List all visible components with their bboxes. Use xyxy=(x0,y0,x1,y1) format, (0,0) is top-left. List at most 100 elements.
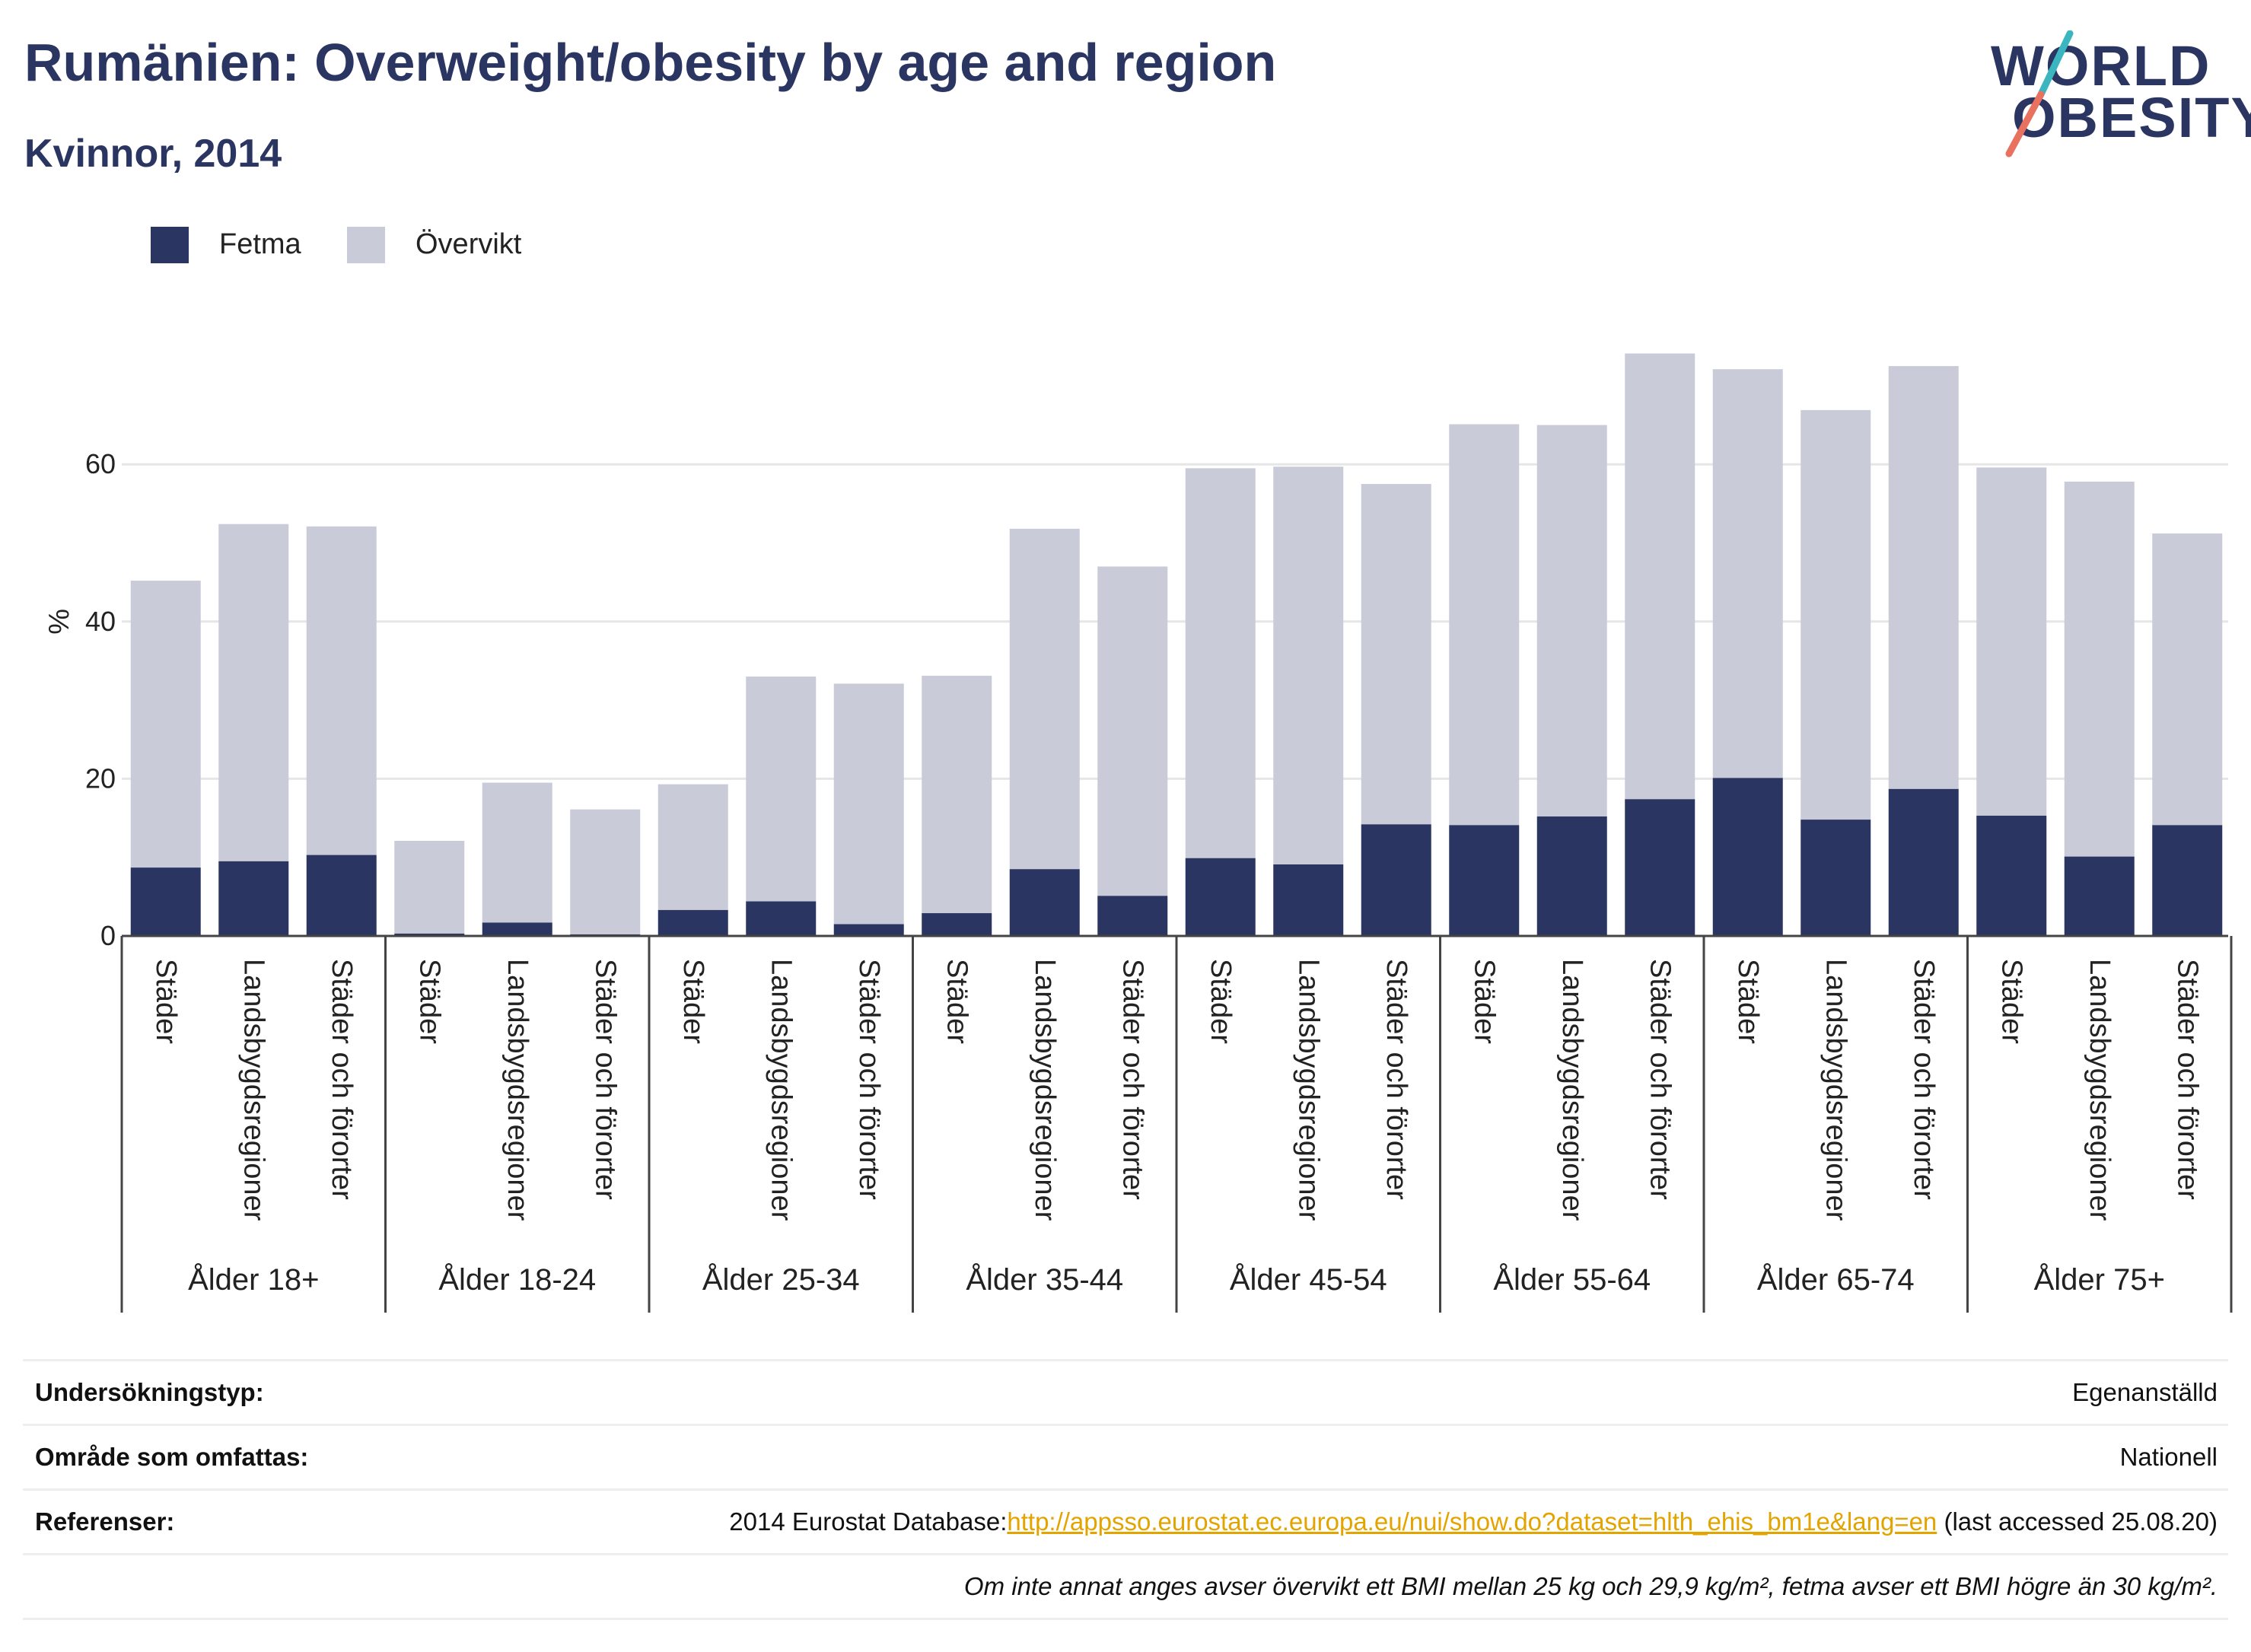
logo-line-2: OBESITY xyxy=(2012,86,2251,149)
x-category-label: Landsbygdsregioner xyxy=(1029,959,1061,1221)
bar-fetma xyxy=(394,933,465,936)
y-tick-label: 20 xyxy=(85,762,116,794)
area-label: Område som omfattas: xyxy=(35,1443,309,1471)
bar-overvikt xyxy=(570,809,641,934)
area-value: Nationell xyxy=(2119,1443,2218,1471)
x-category-label: Städer xyxy=(150,959,182,1044)
bar-overvikt xyxy=(1273,466,1344,864)
bar-overvikt xyxy=(2064,481,2135,857)
bar-fetma xyxy=(1625,799,1695,936)
references-suffix: (last accessed 25.08.20) xyxy=(1937,1507,2218,1536)
bar-fetma xyxy=(922,913,992,936)
bar-fetma xyxy=(1800,820,1871,936)
x-category-label: Landsbygdsregioner xyxy=(237,959,269,1221)
x-group-label: Ålder 55-64 xyxy=(1493,1262,1651,1297)
x-group-label: Ålder 65-74 xyxy=(1757,1262,1915,1297)
bar-overvikt xyxy=(218,524,289,861)
references-value: 2014 Eurostat Database:http://appsso.eur… xyxy=(729,1507,2218,1536)
chart-title: Rumänien: Overweight/obesity by age and … xyxy=(24,33,1277,92)
bar-fetma xyxy=(1449,825,1520,936)
y-axis-label: % xyxy=(43,609,75,635)
x-category-label: Landsbygdsregioner xyxy=(501,959,533,1221)
bar-fetma xyxy=(1712,778,1783,936)
bar-fetma xyxy=(1273,864,1344,936)
stacked-bar-chart: 0 20 40 60% Städer Landsbygdsregioner Städer o… xyxy=(43,353,2233,1313)
references-prefix: 2014 Eurostat Database: xyxy=(729,1507,1008,1536)
bar-fetma xyxy=(1097,896,1168,936)
legend-label-overvikt: Övervikt xyxy=(415,228,522,260)
x-category-label: Städer xyxy=(941,959,973,1044)
bar-overvikt xyxy=(2152,533,2223,826)
bar-overvikt xyxy=(1888,366,1959,789)
x-category-label: Städer xyxy=(1995,959,2027,1044)
bar-fetma xyxy=(2064,856,2135,936)
x-group-label: Ålder 18-24 xyxy=(438,1262,596,1297)
x-category-label: Städer och förorter xyxy=(853,959,885,1200)
x-group-label: Ålder 75+ xyxy=(2034,1262,2165,1297)
bar-overvikt xyxy=(833,683,904,925)
x-group-label: Ålder 25-34 xyxy=(702,1262,860,1297)
bar-fetma xyxy=(482,922,552,936)
survey-type-value: Egenanställd xyxy=(2072,1378,2218,1406)
bar-fetma xyxy=(1888,788,1959,936)
bar-fetma xyxy=(130,867,201,936)
x-category-label: Landsbygdsregioner xyxy=(765,959,797,1221)
bar-overvikt xyxy=(1097,566,1168,896)
x-category-label: Städer xyxy=(413,959,445,1044)
references-link[interactable]: http://appsso.eurostat.ec.europa.eu/nui/… xyxy=(1007,1507,1937,1536)
info-row-note: Om inte annat anges avser övervikt ett B… xyxy=(23,1553,2228,1620)
logo-line-1: WORLD xyxy=(1991,34,2211,97)
bar-overvikt xyxy=(922,676,992,914)
bar-overvikt xyxy=(746,676,817,902)
x-group-label: Ålder 45-54 xyxy=(1230,1262,1387,1297)
world-obesity-logo: WORLD OBESITY xyxy=(1986,30,2251,160)
bar-overvikt xyxy=(1449,424,1520,826)
bar-overvikt xyxy=(1712,369,1783,778)
info-row-references: Referenser: 2014 Eurostat Database:http:… xyxy=(23,1488,2228,1553)
bar-fetma xyxy=(746,901,817,936)
bar-overvikt xyxy=(306,526,377,855)
legend-label-fetma: Fetma xyxy=(219,228,301,260)
x-category-label: Städer och förorter xyxy=(1644,959,1676,1200)
legend-swatch-overvikt xyxy=(347,227,385,263)
y-tick-label: 0 xyxy=(100,920,116,951)
y-tick-label: 60 xyxy=(85,448,116,479)
bar-overvikt xyxy=(394,841,465,934)
bar-fetma xyxy=(1976,815,2047,936)
x-group-label: Ålder 35-44 xyxy=(966,1262,1123,1297)
info-row-survey: Undersökningstyp: Egenanställd xyxy=(23,1359,2228,1424)
bar-overvikt xyxy=(1976,467,2047,816)
x-category-label: Landsbygdsregioner xyxy=(1820,959,1851,1221)
x-category-label: Landsbygdsregioner xyxy=(1292,959,1324,1221)
x-group-label: Ålder 18+ xyxy=(188,1262,319,1297)
x-category-label: Landsbygdsregioner xyxy=(2084,959,2116,1221)
x-category-label: Städer och förorter xyxy=(589,959,621,1200)
x-category-label: Städer och förorter xyxy=(1380,959,1412,1200)
bar-fetma xyxy=(1009,869,1080,936)
definition-note: Om inte annat anges avser övervikt ett B… xyxy=(963,1572,2218,1600)
x-category-label: Städer och förorter xyxy=(2171,959,2203,1200)
bar-fetma xyxy=(657,909,728,936)
bar-fetma xyxy=(218,861,289,936)
bar-overvikt xyxy=(1625,353,1695,800)
info-table: Undersökningstyp: Egenanställd Område so… xyxy=(23,1359,2228,1620)
references-label: Referenser: xyxy=(35,1507,175,1536)
y-tick-label: 40 xyxy=(85,606,116,637)
logo-slash-icon xyxy=(2005,30,2074,158)
bar-fetma xyxy=(1185,858,1256,936)
bar-overvikt xyxy=(1800,409,1871,820)
x-category-label: Städer xyxy=(1468,959,1500,1044)
bar-overvikt xyxy=(1536,425,1607,816)
bar-overvikt xyxy=(1009,528,1080,870)
x-category-label: Städer och förorter xyxy=(1908,959,1940,1200)
x-category-label: Städer och förorter xyxy=(326,959,358,1200)
bar-overvikt xyxy=(130,581,201,868)
bar-fetma xyxy=(1536,816,1607,936)
bar-fetma xyxy=(2152,825,2223,936)
x-category-label: Landsbygdsregioner xyxy=(1556,959,1588,1221)
x-category-label: Städer och förorter xyxy=(1116,959,1148,1200)
x-category-label: Städer xyxy=(1732,959,1764,1044)
legend-swatch-fetma xyxy=(151,227,189,263)
survey-type-label: Undersökningstyp: xyxy=(35,1378,264,1406)
info-row-area: Område som omfattas: Nationell xyxy=(23,1424,2228,1488)
